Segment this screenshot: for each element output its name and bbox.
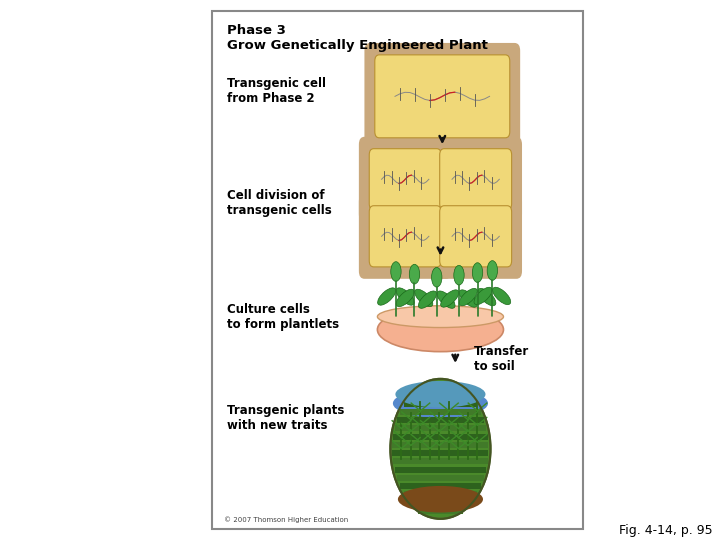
- Ellipse shape: [492, 287, 510, 305]
- Text: Culture cells
to form plantlets: Culture cells to form plantlets: [228, 302, 339, 330]
- FancyBboxPatch shape: [418, 508, 463, 514]
- Ellipse shape: [377, 288, 396, 305]
- Ellipse shape: [437, 291, 455, 308]
- Ellipse shape: [454, 265, 464, 285]
- Ellipse shape: [418, 291, 436, 308]
- Ellipse shape: [474, 287, 492, 305]
- Text: Transgenic cell
from Phase 2: Transgenic cell from Phase 2: [228, 77, 326, 105]
- FancyBboxPatch shape: [418, 384, 463, 390]
- FancyBboxPatch shape: [440, 148, 512, 210]
- FancyBboxPatch shape: [393, 458, 487, 464]
- Ellipse shape: [459, 288, 477, 306]
- FancyBboxPatch shape: [410, 500, 472, 505]
- Ellipse shape: [415, 289, 433, 307]
- Text: Cell division of
transgenic cells: Cell division of transgenic cells: [228, 188, 332, 217]
- FancyBboxPatch shape: [440, 206, 512, 267]
- Circle shape: [390, 379, 490, 519]
- FancyBboxPatch shape: [429, 137, 522, 222]
- Ellipse shape: [377, 306, 503, 328]
- Text: Grow Genetically Engineered Plant: Grow Genetically Engineered Plant: [228, 39, 488, 52]
- Ellipse shape: [459, 290, 477, 307]
- FancyBboxPatch shape: [364, 43, 520, 150]
- Ellipse shape: [409, 264, 420, 284]
- FancyBboxPatch shape: [392, 450, 488, 456]
- FancyBboxPatch shape: [392, 442, 488, 448]
- Ellipse shape: [395, 381, 485, 408]
- FancyBboxPatch shape: [369, 148, 441, 210]
- FancyBboxPatch shape: [410, 393, 472, 399]
- FancyBboxPatch shape: [404, 491, 477, 497]
- FancyBboxPatch shape: [404, 401, 477, 407]
- FancyBboxPatch shape: [400, 409, 481, 415]
- FancyBboxPatch shape: [400, 483, 481, 489]
- Ellipse shape: [398, 486, 483, 512]
- Ellipse shape: [431, 267, 442, 287]
- Text: © 2007 Thomson Higher Education: © 2007 Thomson Higher Education: [223, 516, 348, 523]
- FancyBboxPatch shape: [395, 467, 487, 472]
- FancyBboxPatch shape: [375, 55, 510, 138]
- FancyBboxPatch shape: [397, 475, 485, 481]
- Ellipse shape: [393, 389, 488, 418]
- FancyBboxPatch shape: [359, 137, 451, 222]
- FancyBboxPatch shape: [393, 434, 487, 440]
- FancyBboxPatch shape: [369, 206, 441, 267]
- Text: Phase 3: Phase 3: [228, 24, 286, 37]
- FancyBboxPatch shape: [395, 426, 487, 431]
- Text: Transgenic plants
with new traits: Transgenic plants with new traits: [228, 404, 345, 432]
- Ellipse shape: [478, 288, 496, 306]
- Text: Transfer
to soil: Transfer to soil: [474, 345, 529, 373]
- Ellipse shape: [377, 308, 503, 352]
- Ellipse shape: [441, 290, 459, 307]
- Ellipse shape: [396, 289, 414, 307]
- Ellipse shape: [396, 288, 414, 305]
- FancyBboxPatch shape: [359, 194, 451, 279]
- Text: Fig. 4-14, p. 95: Fig. 4-14, p. 95: [619, 524, 713, 537]
- FancyBboxPatch shape: [397, 417, 485, 423]
- Ellipse shape: [487, 261, 498, 280]
- Ellipse shape: [472, 263, 482, 282]
- Ellipse shape: [391, 262, 401, 281]
- FancyBboxPatch shape: [429, 194, 522, 279]
